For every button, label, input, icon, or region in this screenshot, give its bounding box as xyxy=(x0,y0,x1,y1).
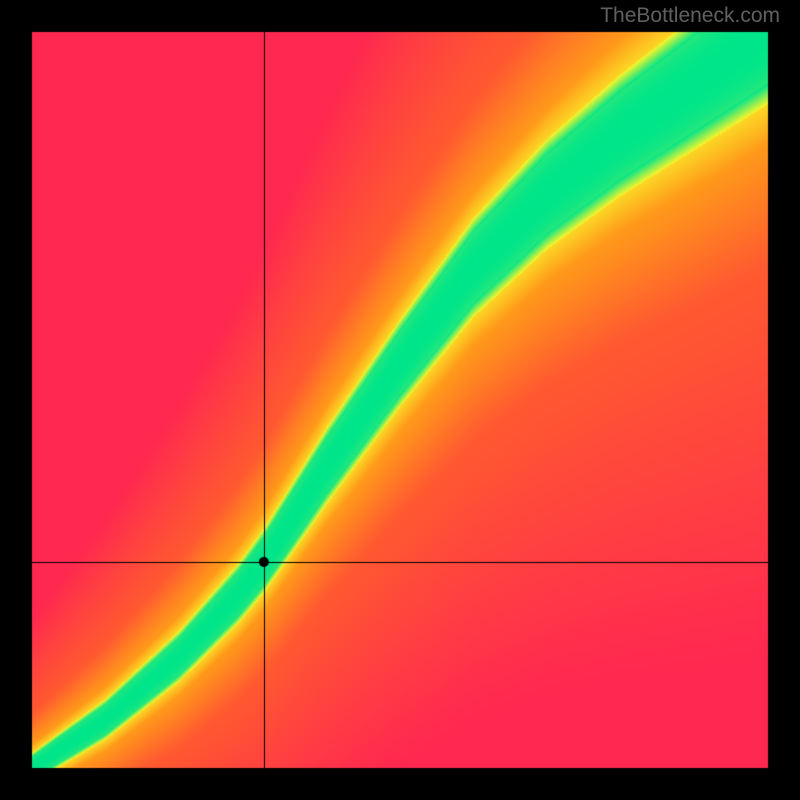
attribution-label: TheBottleneck.com xyxy=(600,4,780,28)
chart-container: TheBottleneck.com xyxy=(0,0,800,800)
bottleneck-heatmap xyxy=(0,0,800,800)
